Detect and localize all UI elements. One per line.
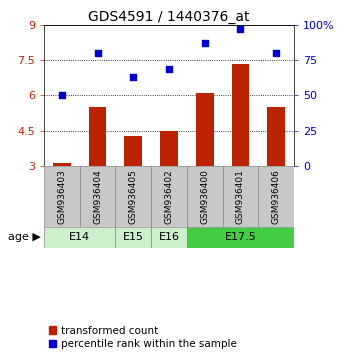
Text: GSM936404: GSM936404 [93, 169, 102, 224]
Bar [80, 166, 115, 227]
Bar [151, 227, 187, 248]
Bar [160, 131, 178, 166]
Bar [115, 227, 151, 248]
Bar [151, 166, 187, 227]
Bar [124, 136, 142, 166]
Point [130, 74, 136, 80]
Point [95, 50, 100, 56]
Text: age ▶: age ▶ [8, 232, 41, 242]
Point [273, 50, 279, 56]
Point [202, 40, 208, 46]
Bar [187, 227, 294, 248]
Bar [44, 227, 115, 248]
Text: GSM936406: GSM936406 [272, 169, 281, 224]
Bar [258, 166, 294, 227]
Text: GSM936402: GSM936402 [165, 169, 173, 224]
Bar [232, 64, 249, 166]
Text: E14: E14 [69, 232, 90, 242]
Title: GDS4591 / 1440376_at: GDS4591 / 1440376_at [88, 10, 250, 24]
Text: E16: E16 [159, 232, 179, 242]
Text: GSM936400: GSM936400 [200, 169, 209, 224]
Bar [267, 107, 285, 166]
Legend: transformed count, percentile rank within the sample: transformed count, percentile rank withi… [49, 326, 237, 349]
Point [59, 93, 65, 98]
Text: GSM936405: GSM936405 [129, 169, 138, 224]
Bar [187, 166, 223, 227]
Bar [223, 166, 258, 227]
Bar [196, 93, 214, 166]
Text: E17.5: E17.5 [224, 232, 256, 242]
Point [166, 66, 172, 72]
Bar [44, 166, 80, 227]
Text: GSM936403: GSM936403 [57, 169, 66, 224]
Bar [89, 107, 106, 166]
Bar [53, 163, 71, 166]
Bar [115, 166, 151, 227]
Text: E15: E15 [123, 232, 144, 242]
Text: GSM936401: GSM936401 [236, 169, 245, 224]
Point [238, 26, 243, 32]
